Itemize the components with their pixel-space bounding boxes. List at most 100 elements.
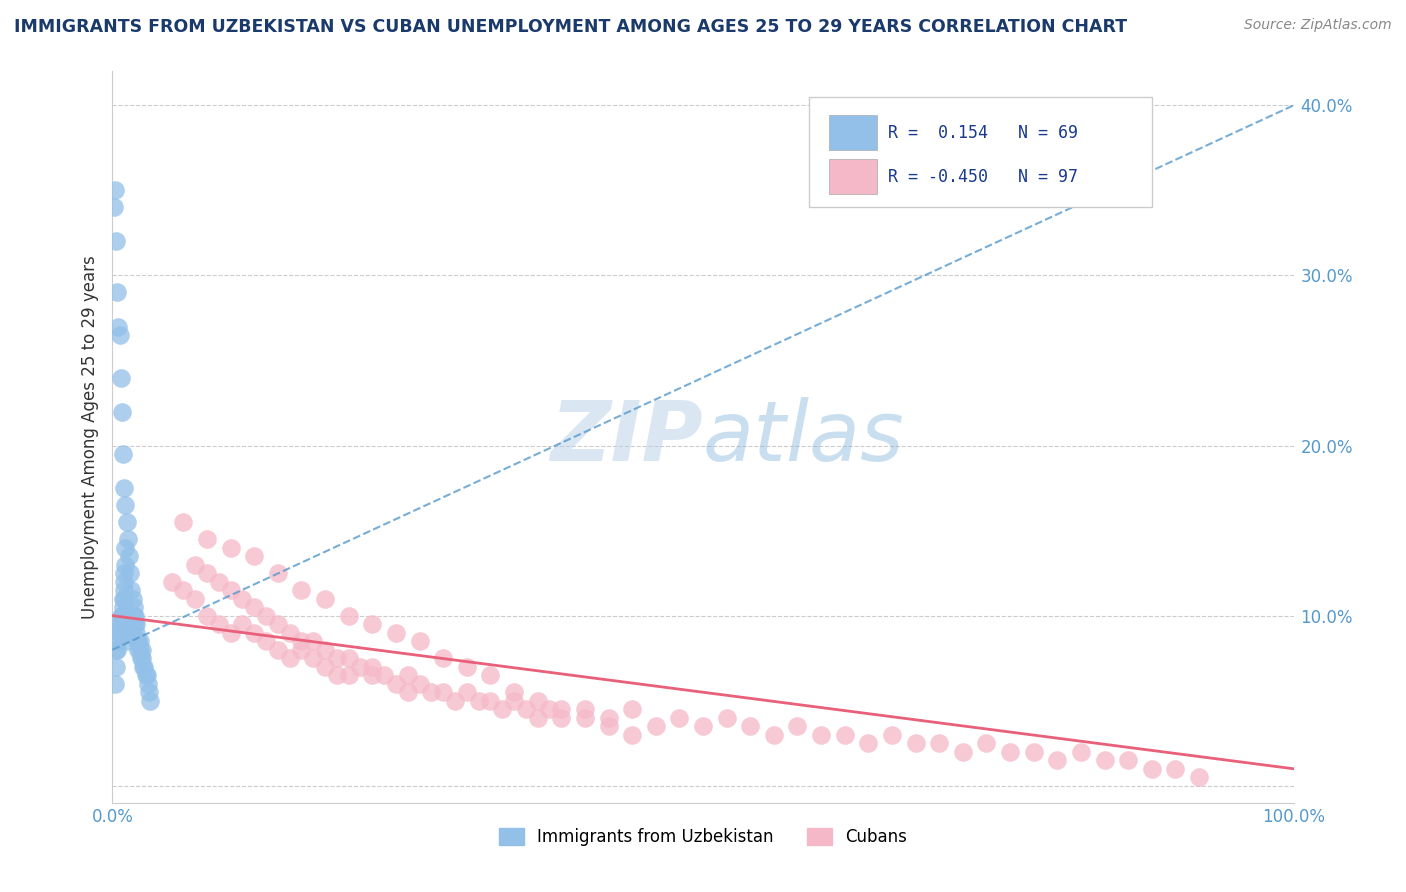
Point <box>267 617 290 632</box>
Point <box>278 625 301 640</box>
Point <box>172 515 194 529</box>
Point <box>526 694 548 708</box>
Point <box>373 668 395 682</box>
Point <box>1188 770 1211 784</box>
Point <box>904 736 927 750</box>
Point <box>479 694 502 708</box>
Point <box>107 625 129 640</box>
Point <box>219 625 242 640</box>
Point <box>574 711 596 725</box>
Point <box>834 728 856 742</box>
Point <box>208 617 231 632</box>
Point <box>491 702 513 716</box>
Point <box>110 617 132 632</box>
Point <box>129 651 152 665</box>
Point <box>598 719 620 733</box>
Point <box>786 719 808 733</box>
Point <box>361 659 384 673</box>
Point <box>810 728 832 742</box>
Point <box>107 319 129 334</box>
Point <box>267 566 290 581</box>
Point <box>195 566 218 581</box>
Point <box>385 625 408 640</box>
Point <box>385 677 408 691</box>
Point <box>432 651 454 665</box>
Point <box>302 634 325 648</box>
Point <box>128 634 150 648</box>
Point <box>128 642 150 657</box>
Point <box>110 370 132 384</box>
Point <box>880 728 903 742</box>
Point <box>408 634 430 648</box>
Point <box>337 651 360 665</box>
Point <box>115 515 138 529</box>
Point <box>515 702 537 716</box>
Point <box>952 745 974 759</box>
Point <box>120 617 142 632</box>
Legend: Immigrants from Uzbekistan, Cubans: Immigrants from Uzbekistan, Cubans <box>492 822 914 853</box>
Point <box>112 574 135 589</box>
Point <box>135 668 157 682</box>
Point <box>598 711 620 725</box>
Point <box>111 608 134 623</box>
Point <box>420 685 443 699</box>
Point <box>456 659 478 673</box>
Point <box>136 677 159 691</box>
Point <box>121 591 143 606</box>
Point <box>503 694 526 708</box>
Point <box>1070 745 1092 759</box>
Point <box>139 694 162 708</box>
Point <box>122 608 145 623</box>
Point <box>108 328 131 343</box>
Point <box>117 617 139 632</box>
Point <box>762 728 785 742</box>
Point <box>110 608 132 623</box>
Point <box>105 235 128 249</box>
Point <box>550 702 572 716</box>
Point <box>115 625 138 640</box>
Point <box>124 617 146 632</box>
Point <box>184 558 207 572</box>
Point <box>120 583 142 598</box>
Point <box>396 668 419 682</box>
Point <box>254 634 277 648</box>
Point <box>111 608 134 623</box>
Point <box>131 642 153 657</box>
Point <box>184 591 207 606</box>
Point <box>314 659 336 673</box>
Point <box>120 608 142 623</box>
Point <box>114 541 136 555</box>
Point <box>314 591 336 606</box>
Point <box>134 659 156 673</box>
Point <box>574 702 596 716</box>
FancyBboxPatch shape <box>810 97 1152 207</box>
Point <box>290 583 312 598</box>
Point <box>118 549 141 563</box>
Point <box>503 685 526 699</box>
Point <box>112 481 135 495</box>
Point <box>112 591 135 606</box>
Point <box>621 702 644 716</box>
Point <box>976 736 998 750</box>
Point <box>125 625 148 640</box>
Y-axis label: Unemployment Among Ages 25 to 29 years: Unemployment Among Ages 25 to 29 years <box>80 255 98 619</box>
Point <box>326 651 349 665</box>
Point <box>219 583 242 598</box>
Point <box>1094 753 1116 767</box>
Point <box>550 711 572 725</box>
Point <box>117 532 139 546</box>
Text: R =  0.154   N = 69: R = 0.154 N = 69 <box>889 124 1078 142</box>
Point <box>111 404 134 418</box>
Point <box>121 608 143 623</box>
Point <box>172 583 194 598</box>
Point <box>105 659 128 673</box>
Point <box>243 625 266 640</box>
Point <box>131 651 153 665</box>
Point <box>231 591 253 606</box>
Point <box>105 285 128 300</box>
Point <box>132 659 155 673</box>
Point <box>208 574 231 589</box>
Point <box>998 745 1021 759</box>
Point <box>195 608 218 623</box>
Point <box>117 625 139 640</box>
